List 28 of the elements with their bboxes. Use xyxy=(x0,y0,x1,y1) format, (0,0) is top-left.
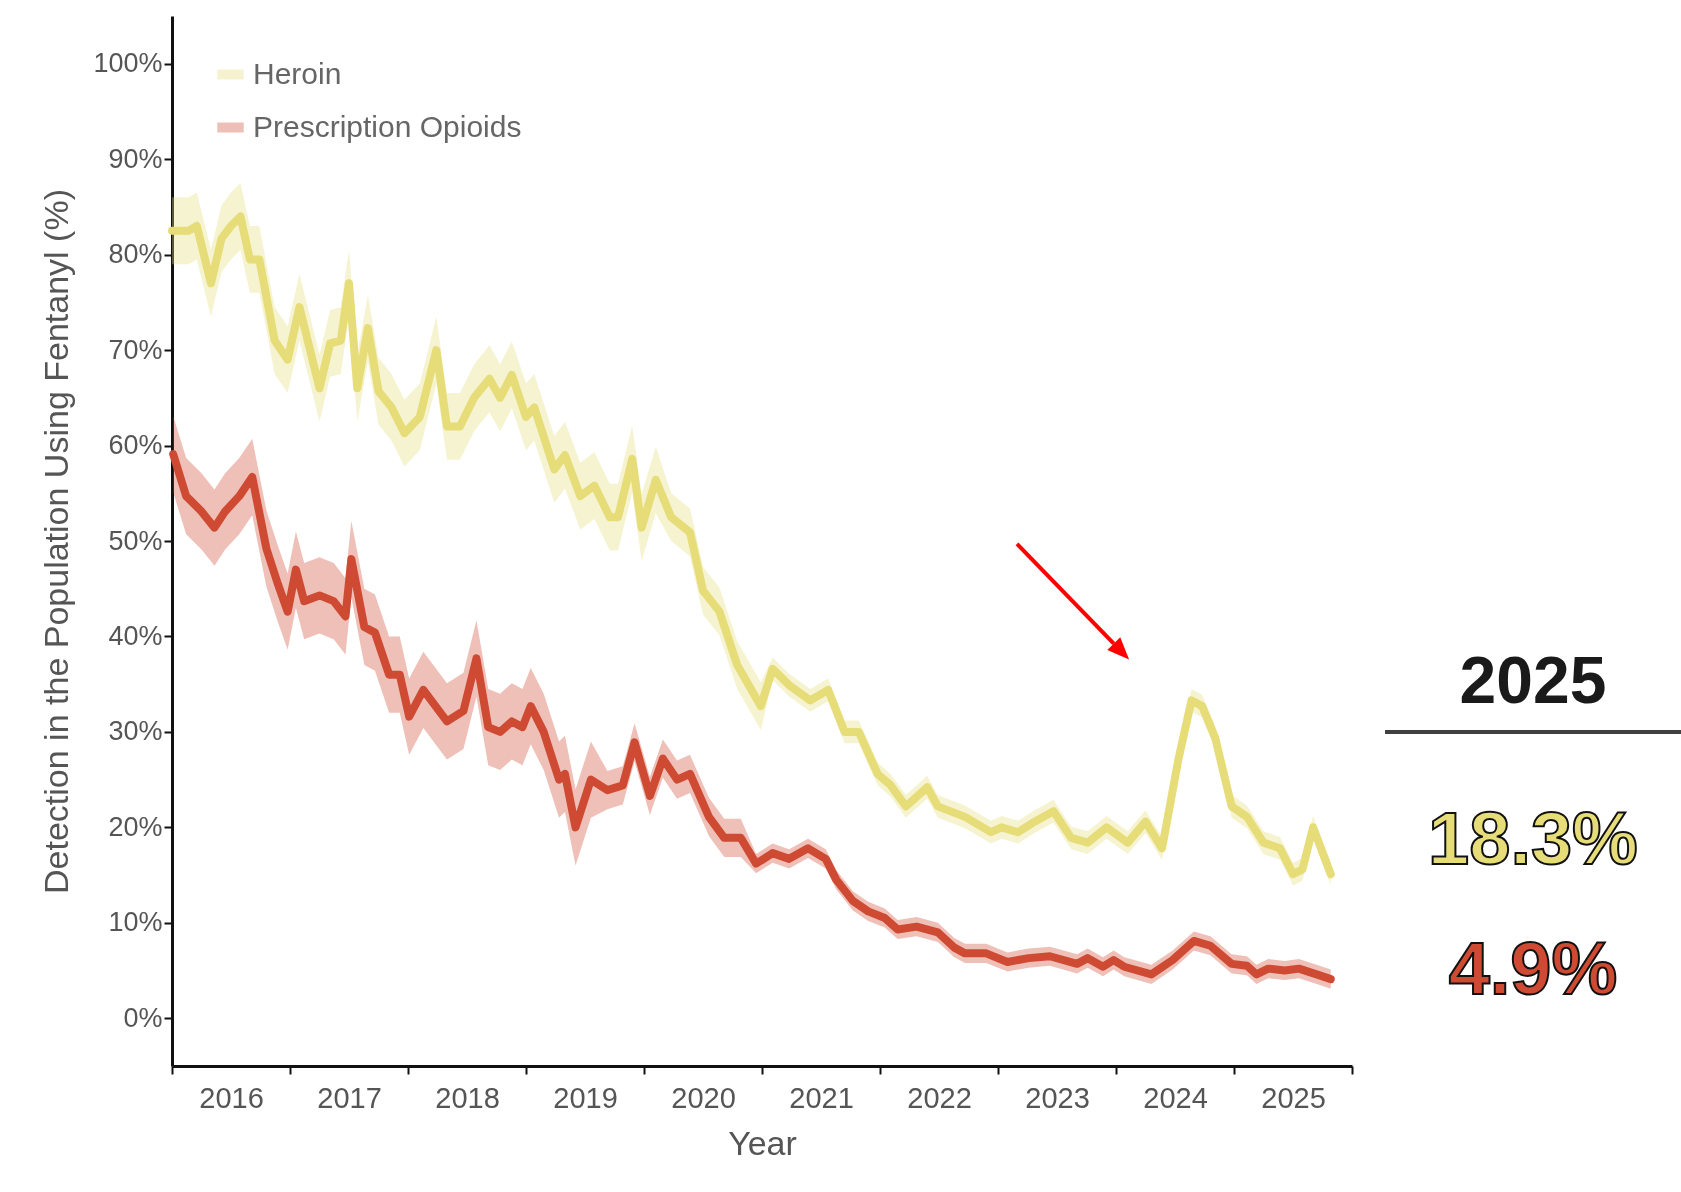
text: 4.9% xyxy=(1447,926,1619,1012)
legend-label: Heroin xyxy=(253,56,342,90)
x-tick-label: 2025 xyxy=(1261,1081,1326,1114)
y-tick-label: 40% xyxy=(108,620,163,651)
x-tick-label: 2016 xyxy=(199,1081,264,1114)
y-tick-label: 70% xyxy=(108,334,163,365)
y-tick-label: 0% xyxy=(123,1002,163,1033)
x-tick-label: 2021 xyxy=(789,1081,854,1114)
y-tick-label: 20% xyxy=(108,811,163,842)
x-tick-label: 2024 xyxy=(1143,1081,1208,1114)
text: 2025 xyxy=(1458,642,1608,719)
x-tick-label: 2022 xyxy=(907,1081,972,1114)
y-tick-label: 10% xyxy=(108,907,163,938)
text: 18.3% xyxy=(1427,796,1639,882)
x-tick-label: 2018 xyxy=(435,1081,500,1114)
y-tick-label: 80% xyxy=(108,239,163,270)
legend-label: Prescription Opioids xyxy=(253,109,522,143)
y-tick-label: 60% xyxy=(108,430,163,461)
y-tick-label: 90% xyxy=(108,143,163,174)
y-tick-label: 100% xyxy=(93,48,163,79)
x-tick-label: 2023 xyxy=(1025,1081,1090,1114)
y-tick-label: 30% xyxy=(108,716,163,747)
x-tick-label: 2017 xyxy=(317,1081,382,1114)
x-axis-title: Year xyxy=(728,1123,797,1162)
y-tick-label: 50% xyxy=(108,525,163,556)
x-tick-label: 2019 xyxy=(553,1081,618,1114)
y-axis-title: Detection in the Population Using Fentanyl (%) xyxy=(37,189,76,894)
x-tick-label: 2020 xyxy=(671,1081,736,1114)
